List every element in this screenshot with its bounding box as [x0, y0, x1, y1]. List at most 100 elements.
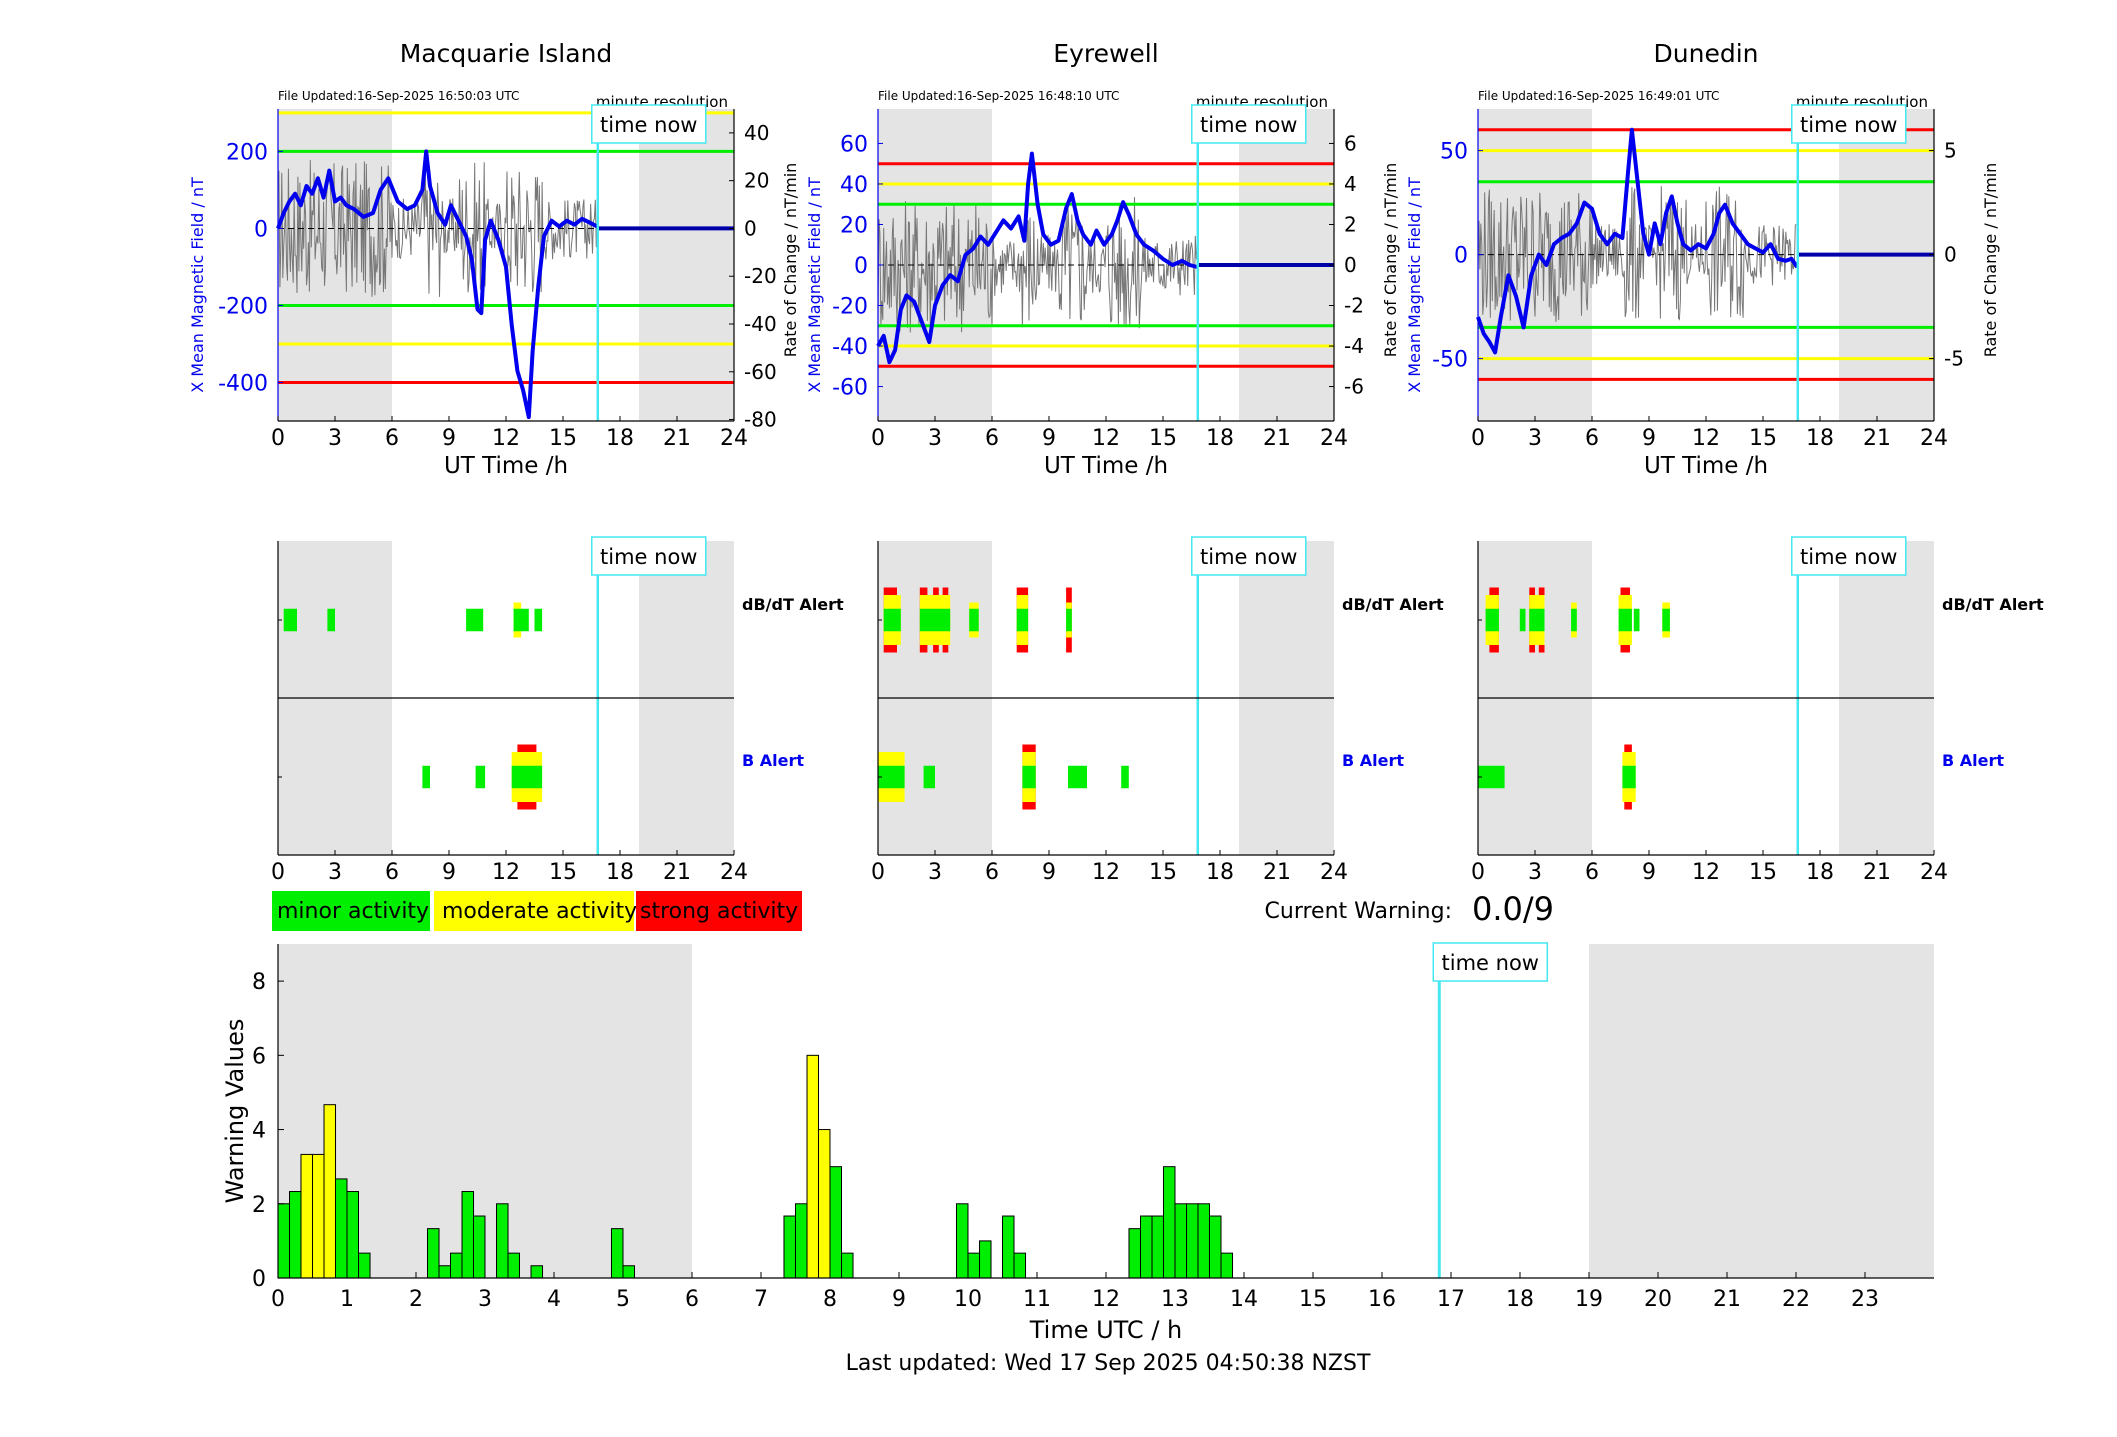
warning-time-now-label: time now [1442, 951, 1539, 975]
left-tick-label: 40 [840, 173, 868, 198]
x-tick-label: 15 [549, 426, 577, 451]
alert-x-tick-label: 9 [1642, 860, 1656, 885]
night-shade [1839, 109, 1934, 421]
warning-bar-minor [1140, 1215, 1153, 1279]
right-axis-title: Rate of Change / nT/min [1981, 163, 2000, 358]
warning-y-axis-title: Warning Values [221, 1019, 249, 1204]
left-tick-label: -20 [832, 295, 868, 320]
dbdt-alert-block-minor [466, 608, 484, 632]
activity-legend: minor activity moderate activity strong … [272, 891, 802, 931]
warning-bar-minor [1002, 1215, 1015, 1279]
warning-bar-minor [1013, 1252, 1027, 1279]
warning-bar-moderate [300, 1153, 313, 1279]
warning-y-tick-label: 8 [252, 970, 266, 995]
dbdt-alert-label: dB/dT Alert [1942, 595, 2044, 614]
x-tick-label: 9 [1042, 426, 1056, 451]
warning-bar-minor [277, 1203, 291, 1279]
warning-bar-minor [427, 1228, 440, 1279]
left-tick-label: 50 [1440, 140, 1468, 165]
x-tick-label: 24 [720, 426, 748, 451]
x-tick-label: 9 [1642, 426, 1656, 451]
station-title: Eyrewell [1053, 39, 1158, 68]
dbdt-alert-block-minor [1529, 608, 1545, 632]
time-now-label: time now [1800, 113, 1897, 137]
alert-x-tick-label: 21 [663, 860, 691, 885]
x-tick-label: 18 [606, 426, 634, 451]
alert-x-tick-label: 6 [1585, 860, 1599, 885]
warning-bar-minor [610, 1228, 624, 1279]
right-tick-label: 4 [1344, 172, 1357, 196]
x-tick-label: 9 [442, 426, 456, 451]
right-tick-label: -4 [1344, 334, 1364, 358]
dbdt-alert-block-minor [1662, 608, 1670, 632]
left-tick-label: 0 [1454, 244, 1468, 269]
warning-bar-minor [967, 1252, 981, 1279]
warning-bar-minor [622, 1265, 636, 1279]
alert-x-tick-label: 12 [1692, 860, 1720, 885]
x-tick-label: 18 [1806, 426, 1834, 451]
current-warning-value: 0.0/9 [1472, 890, 1554, 928]
time-now-box [1791, 104, 1907, 144]
alert-x-tick-label: 12 [492, 860, 520, 885]
warning-bar-minor [1128, 1228, 1141, 1279]
alert-x-tick-label: 24 [1320, 860, 1348, 885]
right-tick-label: 0 [1344, 253, 1357, 277]
alert-x-tick-label: 0 [1471, 860, 1485, 885]
warning-bar-minor [841, 1252, 854, 1279]
b-alert-label: B Alert [1942, 751, 2004, 770]
warning-x-tick-label: 9 [892, 1287, 906, 1312]
warning-x-tick-label: 6 [685, 1287, 699, 1312]
warning-bar-moderate [806, 1054, 820, 1279]
right-tick-label: -20 [744, 264, 777, 288]
b-alert-block-minor [511, 765, 543, 789]
alert-x-tick-label: 9 [442, 860, 456, 885]
b-alert-block-minor [878, 765, 905, 789]
warning-x-tick-label: 23 [1851, 1287, 1879, 1312]
right-tick-label: 20 [744, 169, 769, 193]
warning-x-tick-label: 19 [1575, 1287, 1603, 1312]
right-tick-label: -6 [1344, 375, 1364, 399]
dbdt-alert-block-minor [1519, 608, 1526, 632]
right-tick-label: 5 [1944, 139, 1957, 163]
warning-x-tick-label: 4 [547, 1287, 561, 1312]
right-tick-label: 0 [744, 216, 757, 240]
file-updated: File Updated:16-Sep-2025 16:49:01 UTC [1478, 89, 1719, 103]
left-tick-label: 60 [840, 132, 868, 157]
left-axis-title: X Mean Magnetic Field / nT [188, 177, 207, 393]
left-tick-label: 200 [226, 140, 268, 165]
left-tick-label: -400 [218, 371, 268, 396]
alert-x-tick-label: 3 [928, 860, 942, 885]
warning-x-tick-label: 3 [478, 1287, 492, 1312]
x-tick-label: 21 [1263, 426, 1291, 451]
alert-time-now-box [1191, 536, 1307, 576]
right-tick-label: 40 [744, 121, 769, 145]
warning-bar-minor [1162, 1166, 1176, 1279]
alert-x-tick-label: 15 [1149, 860, 1177, 885]
dbdt-alert-block-minor [534, 608, 543, 632]
right-tick-label: -60 [744, 360, 777, 384]
warning-x-tick-label: 10 [954, 1287, 982, 1312]
warning-bar-minor [1174, 1203, 1188, 1279]
warning-bar-minor [955, 1203, 969, 1279]
warning-bar-minor [438, 1265, 451, 1279]
warning-x-tick-label: 20 [1644, 1287, 1672, 1312]
b-alert-label: B Alert [742, 751, 804, 770]
warning-bar-minor [1151, 1215, 1165, 1279]
right-tick-label: -40 [744, 312, 777, 336]
x-tick-label: 0 [271, 426, 285, 451]
x-tick-label: 12 [1692, 426, 1720, 451]
current-warning-label: Current Warning: [1265, 899, 1452, 924]
station-panel-1: Eyrewell File Updated:16-Sep-2025 16:48:1… [805, 39, 1444, 885]
rate-of-change-trace [877, 197, 1197, 333]
time-now-box [1191, 104, 1307, 144]
warning-bar-moderate [817, 1129, 831, 1279]
warning-x-tick-label: 11 [1023, 1287, 1051, 1312]
left-axis-title: X Mean Magnetic Field / nT [805, 177, 824, 393]
warning-bar-minor [979, 1240, 992, 1279]
warning-x-tick-label: 1 [340, 1287, 354, 1312]
warning-bar-minor [530, 1265, 544, 1279]
x-tick-label: 0 [871, 426, 885, 451]
b-alert-block-minor [475, 765, 486, 789]
warning-bar-minor [472, 1215, 486, 1279]
